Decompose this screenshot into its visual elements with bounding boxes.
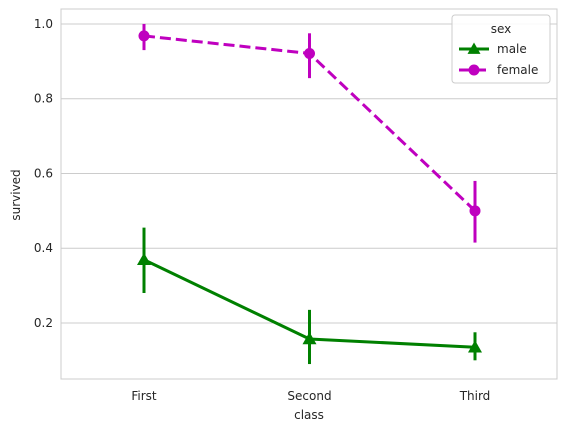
series-female — [138, 23, 481, 243]
y-tick-label: 0.2 — [34, 316, 53, 330]
y-tick-label: 1.0 — [34, 17, 53, 31]
legend-label: male — [497, 42, 527, 56]
circle-marker — [304, 47, 315, 59]
x-tick-label: Third — [459, 389, 491, 403]
x-axis-ticks: First Second Third — [131, 389, 490, 403]
triangle-marker — [467, 42, 481, 54]
triangle-marker — [302, 332, 317, 345]
circle-marker — [138, 30, 150, 42]
legend-entry-male: male — [459, 42, 527, 56]
legend: sex male female — [451, 14, 551, 84]
y-axis-label: survived — [9, 169, 23, 220]
series-layer — [137, 23, 482, 365]
triangle-marker — [468, 340, 482, 353]
legend-entry-female: female — [459, 63, 538, 77]
legend-label: female — [497, 63, 538, 77]
y-axis-ticks: 0.2 0.4 0.6 0.8 1.0 — [34, 17, 53, 330]
series-male — [137, 227, 482, 365]
x-axis-label: class — [294, 408, 324, 422]
y-tick-label: 0.6 — [34, 166, 53, 180]
circle-marker — [469, 205, 481, 217]
x-tick-label: Second — [287, 389, 331, 403]
circle-marker — [468, 64, 480, 76]
y-tick-label: 0.4 — [34, 241, 53, 255]
legend-title: sex — [491, 22, 512, 36]
y-tick-label: 0.8 — [34, 92, 53, 106]
legend-entries: male female — [459, 42, 538, 77]
x-tick-label: First — [131, 389, 157, 403]
triangle-marker — [137, 252, 151, 266]
